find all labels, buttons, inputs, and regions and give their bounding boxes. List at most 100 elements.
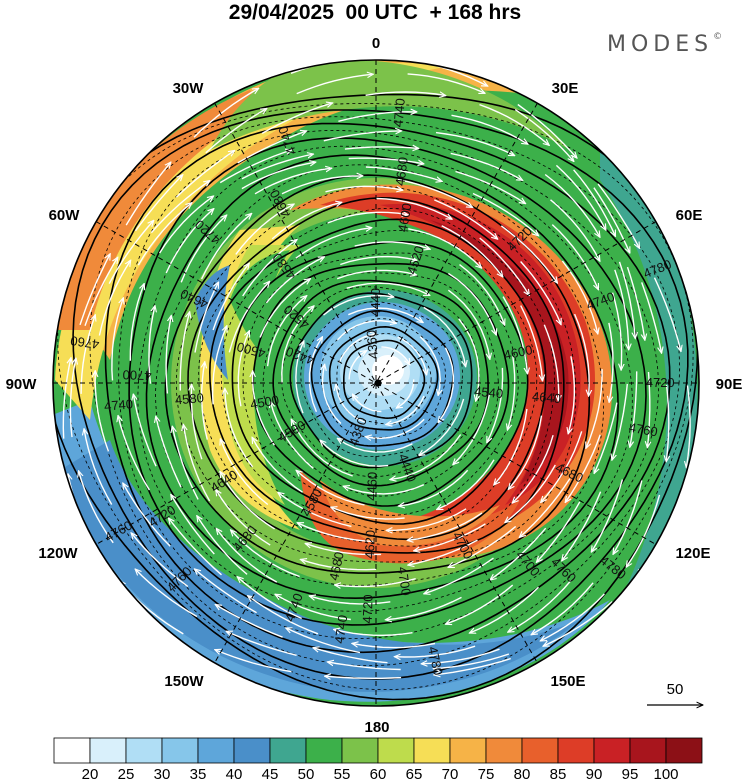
colorbar-tick: 40 bbox=[226, 766, 243, 782]
streamline bbox=[281, 176, 363, 195]
colorbar-tick: 30 bbox=[154, 766, 171, 782]
streamline bbox=[343, 484, 425, 495]
colorbar-swatch bbox=[377, 737, 415, 764]
streamline bbox=[479, 103, 550, 146]
streamline bbox=[296, 470, 365, 506]
streamline bbox=[353, 394, 382, 413]
streamline bbox=[336, 384, 365, 423]
reference-vector-label: 50 bbox=[667, 681, 684, 698]
contour-label: 4700 bbox=[395, 566, 414, 597]
colorbar-swatch bbox=[197, 737, 235, 764]
streamline bbox=[354, 241, 431, 249]
colorbar-swatch bbox=[305, 737, 343, 764]
streamline bbox=[165, 209, 214, 274]
streamline bbox=[79, 254, 111, 326]
streamline bbox=[168, 518, 222, 576]
streamline bbox=[175, 150, 234, 198]
streamline bbox=[376, 197, 452, 220]
streamline bbox=[573, 169, 617, 237]
streamline bbox=[123, 483, 171, 547]
streamline bbox=[327, 662, 401, 671]
streamline bbox=[626, 494, 661, 567]
streamline bbox=[352, 643, 436, 649]
colorbar-swatch bbox=[665, 737, 703, 764]
colorbar-tick: 85 bbox=[550, 766, 567, 782]
streamline bbox=[220, 439, 269, 506]
streamline bbox=[156, 416, 182, 488]
contour-label: 4360 bbox=[363, 329, 380, 359]
streamline bbox=[197, 516, 248, 575]
streamline bbox=[348, 351, 367, 380]
streamline bbox=[407, 73, 486, 93]
streamline bbox=[95, 371, 110, 452]
streamline bbox=[630, 371, 638, 447]
streamline bbox=[626, 266, 645, 340]
dashed-contour bbox=[175, 185, 577, 563]
streamline bbox=[505, 464, 556, 523]
streamline bbox=[180, 215, 227, 283]
streamline bbox=[313, 648, 388, 664]
streamline bbox=[225, 388, 254, 468]
streamline bbox=[647, 371, 649, 448]
colorbar-swatch bbox=[125, 737, 163, 764]
streamline bbox=[131, 533, 189, 588]
streamline bbox=[338, 112, 417, 122]
streamline bbox=[228, 281, 269, 353]
streamline bbox=[194, 282, 220, 353]
colorbar-swatch bbox=[341, 737, 379, 764]
streamline bbox=[216, 490, 271, 546]
streamline bbox=[111, 298, 123, 381]
contour-label: 4680 bbox=[326, 550, 347, 581]
streamline bbox=[211, 326, 227, 405]
north-pole-marker bbox=[374, 379, 382, 387]
streamline bbox=[531, 582, 594, 635]
streamline bbox=[394, 645, 476, 657]
streamline bbox=[300, 559, 377, 571]
lon-label-180: 180 bbox=[364, 719, 389, 736]
contour-label: 4760 bbox=[628, 420, 659, 440]
contour-label: 4780 bbox=[425, 645, 446, 676]
streamline bbox=[612, 383, 628, 460]
streamline bbox=[490, 527, 547, 580]
streamline bbox=[424, 557, 494, 594]
streamline bbox=[434, 199, 498, 239]
streamline bbox=[544, 173, 600, 238]
contour-label: 4460 bbox=[364, 472, 380, 501]
streamline bbox=[494, 408, 528, 485]
streamline bbox=[159, 196, 214, 254]
streamline bbox=[129, 284, 144, 361]
contour-label: 4440 bbox=[368, 288, 383, 317]
colorbar-tick: 55 bbox=[334, 766, 351, 782]
dashed-contour bbox=[220, 230, 538, 533]
colorbar-tick: 80 bbox=[514, 766, 531, 782]
streamline bbox=[275, 594, 351, 621]
colorbar-swatch bbox=[521, 737, 559, 764]
streamline bbox=[346, 282, 430, 297]
streamline bbox=[237, 577, 302, 620]
streamline bbox=[551, 224, 600, 290]
streamline bbox=[562, 491, 602, 561]
streamline bbox=[235, 204, 294, 255]
streamline bbox=[386, 508, 467, 531]
streamline bbox=[191, 384, 203, 460]
streamline bbox=[295, 341, 304, 414]
contour-label: 4700 bbox=[122, 367, 151, 383]
streamline bbox=[486, 367, 504, 443]
streamline bbox=[286, 627, 361, 654]
streamline bbox=[390, 434, 462, 480]
contour-4720 bbox=[128, 137, 647, 626]
streamline bbox=[271, 202, 342, 240]
streamline bbox=[448, 272, 496, 335]
streamline bbox=[242, 239, 297, 297]
streamline bbox=[611, 292, 622, 370]
lon-label-60w: 60W bbox=[49, 207, 81, 224]
streamline bbox=[408, 539, 478, 565]
streamline bbox=[543, 601, 613, 647]
streamline bbox=[433, 653, 510, 669]
colorbar-swatch bbox=[449, 737, 487, 764]
streamline bbox=[296, 74, 374, 95]
streamline bbox=[500, 225, 557, 283]
colorbar-tick: 75 bbox=[478, 766, 495, 782]
streamline bbox=[134, 175, 183, 232]
colorbar-swatch bbox=[161, 737, 199, 764]
